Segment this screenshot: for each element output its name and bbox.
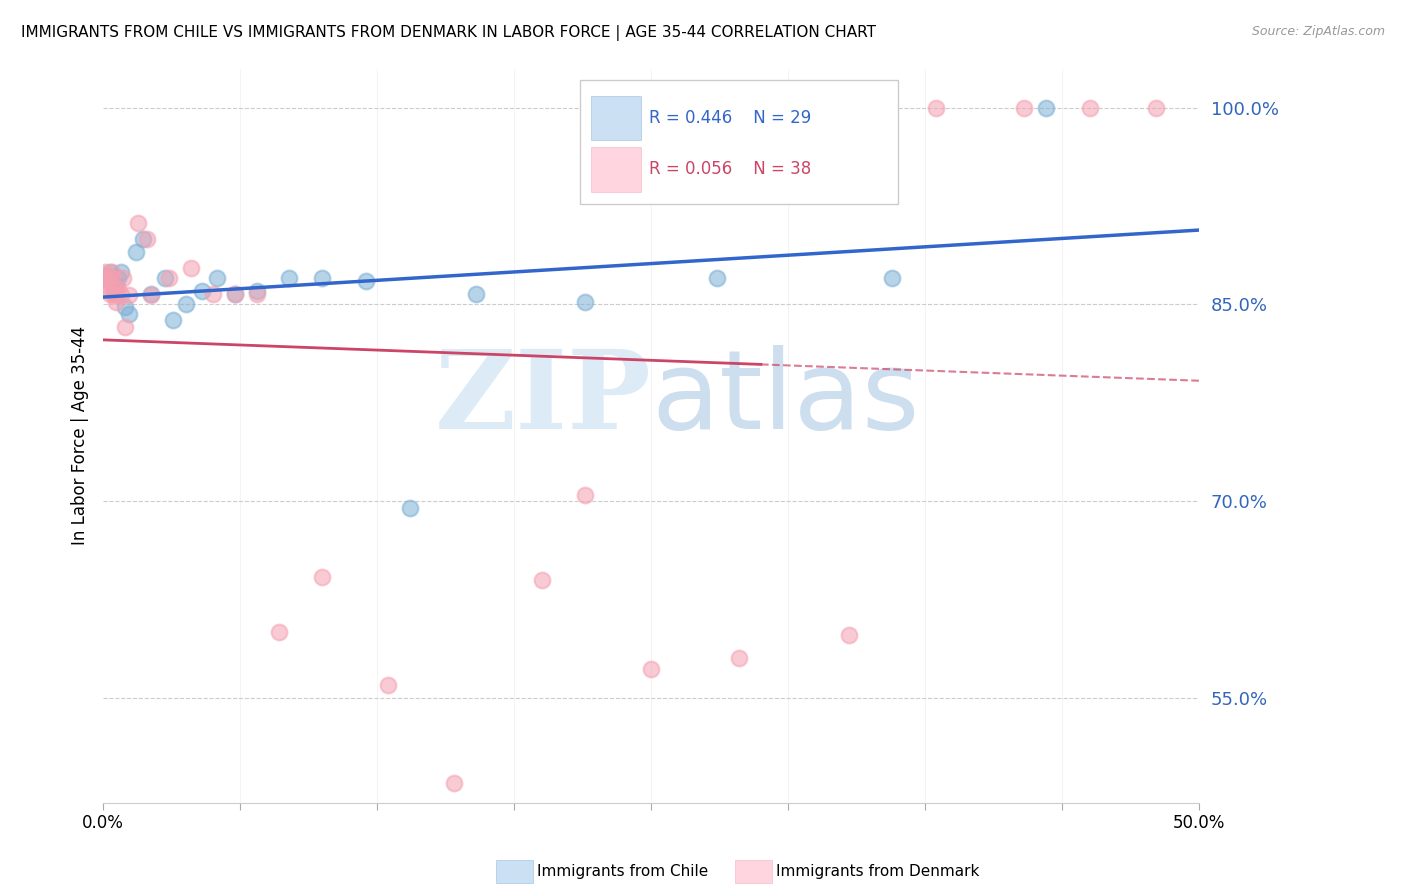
Point <box>101 271 124 285</box>
Point <box>246 285 269 299</box>
Point <box>131 232 153 246</box>
Point <box>105 277 128 292</box>
Text: Immigrants from Chile: Immigrants from Chile <box>537 864 709 879</box>
Point <box>105 294 128 309</box>
Point <box>103 288 125 302</box>
Point <box>377 678 399 692</box>
FancyBboxPatch shape <box>591 95 641 140</box>
Point <box>103 282 125 296</box>
Point <box>96 274 118 288</box>
Point <box>278 271 301 285</box>
Text: R = 0.056    N = 38: R = 0.056 N = 38 <box>650 160 811 178</box>
Point <box>267 625 290 640</box>
Point <box>110 288 132 302</box>
Point <box>205 271 228 285</box>
Point <box>191 285 214 299</box>
Point <box>111 271 134 285</box>
Point <box>96 268 118 283</box>
Text: Immigrants from Denmark: Immigrants from Denmark <box>776 864 980 879</box>
Point <box>706 271 728 285</box>
Point <box>640 662 662 676</box>
Text: R = 0.446    N = 29: R = 0.446 N = 29 <box>650 109 811 127</box>
Point <box>530 573 553 587</box>
Point <box>96 268 118 283</box>
Point <box>107 282 129 296</box>
Point <box>94 271 117 285</box>
Point <box>882 271 904 285</box>
Point <box>157 271 180 285</box>
Text: IMMIGRANTS FROM CHILE VS IMMIGRANTS FROM DENMARK IN LABOR FORCE | AGE 35-44 CORR: IMMIGRANTS FROM CHILE VS IMMIGRANTS FROM… <box>21 25 876 41</box>
Point <box>98 282 121 296</box>
Point <box>838 628 860 642</box>
Point <box>153 271 176 285</box>
Point <box>443 776 465 790</box>
Point <box>162 313 184 327</box>
Point <box>141 287 163 301</box>
Point <box>201 287 224 301</box>
Point <box>354 274 377 288</box>
Point <box>574 487 596 501</box>
Text: Source: ZipAtlas.com: Source: ZipAtlas.com <box>1251 25 1385 38</box>
Point <box>98 287 121 301</box>
Point <box>1012 101 1035 115</box>
Point <box>94 265 117 279</box>
Point <box>464 287 486 301</box>
Point <box>1144 101 1167 115</box>
Point <box>224 287 246 301</box>
Point <box>110 265 132 279</box>
FancyBboxPatch shape <box>591 147 641 192</box>
Point <box>94 271 117 285</box>
Point <box>1035 101 1057 115</box>
Point <box>118 307 141 321</box>
Point <box>107 271 129 285</box>
Point <box>246 287 269 301</box>
Point <box>728 651 751 665</box>
Point <box>125 245 148 260</box>
Point <box>127 216 149 230</box>
Point <box>574 294 596 309</box>
Point <box>224 287 246 301</box>
Point <box>399 500 422 515</box>
Point <box>141 288 163 302</box>
Y-axis label: In Labor Force | Age 35-44: In Labor Force | Age 35-44 <box>72 326 89 545</box>
Point <box>180 260 202 275</box>
Point <box>103 285 125 299</box>
Point <box>118 288 141 302</box>
Point <box>101 265 124 279</box>
Point <box>101 274 124 288</box>
Point <box>114 319 136 334</box>
FancyBboxPatch shape <box>581 79 898 204</box>
Text: atlas: atlas <box>651 345 920 452</box>
Text: ZIP: ZIP <box>434 345 651 452</box>
Point <box>105 287 128 301</box>
Point <box>311 271 333 285</box>
Point <box>311 570 333 584</box>
Point <box>98 265 121 279</box>
Point <box>136 232 159 246</box>
Point <box>925 101 948 115</box>
Point <box>114 300 136 314</box>
Point <box>1078 101 1101 115</box>
Point <box>176 297 198 311</box>
